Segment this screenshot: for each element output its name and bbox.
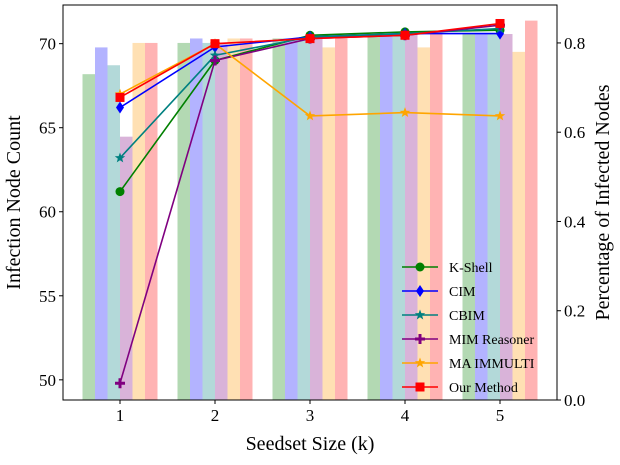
legend-label: Our Method (449, 381, 518, 396)
line-point (399, 107, 411, 118)
x-tick-label: 4 (401, 406, 410, 425)
line-point (400, 30, 410, 40)
left-y-tick-label: 70 (39, 35, 56, 54)
legend-item: CBIM (402, 309, 485, 324)
right-y-tick-label: 0.8 (564, 34, 585, 53)
legend-item: K-Shell (402, 261, 493, 276)
line-point (304, 110, 316, 121)
line-point (415, 382, 425, 392)
legend: K-Shell CIM CBIM MIM Reasoner MA IMMULTI Our … (402, 261, 535, 396)
line-point (495, 18, 505, 28)
bars-layer (82, 20, 538, 401)
bar (525, 20, 538, 401)
legend-label: MIM Reasoner (449, 333, 534, 348)
lines-layer (114, 18, 506, 389)
bar (500, 34, 513, 401)
legend-item: Our Method (402, 381, 518, 396)
bar (417, 47, 430, 401)
left-y-axis-label: Infection Node Count (3, 115, 25, 290)
bar (335, 38, 348, 400)
bar (392, 34, 405, 401)
bar (120, 136, 133, 400)
line-point (494, 110, 506, 121)
legend-label: MA IMMULTI (449, 357, 535, 372)
x-tick-label: 3 (306, 406, 315, 425)
bar (462, 34, 475, 401)
bar (215, 42, 228, 400)
bar (240, 38, 253, 400)
line-point (114, 152, 126, 163)
bar (190, 38, 203, 400)
line-point (305, 34, 315, 44)
bar (107, 65, 120, 400)
line-point (415, 262, 425, 272)
bar (145, 42, 158, 400)
bar (202, 42, 215, 400)
right-y-tick-label: 0.0 (564, 391, 585, 410)
bar (272, 38, 285, 400)
legend-label: CBIM (449, 309, 485, 324)
x-tick-label: 2 (211, 406, 220, 425)
right-y-tick-label: 0.2 (564, 302, 585, 321)
bar (405, 34, 418, 401)
bar (310, 38, 323, 400)
line-point (414, 357, 426, 368)
legend-label: K-Shell (449, 261, 493, 276)
line-point (209, 49, 221, 60)
right-y-tick-label: 0.6 (564, 123, 585, 142)
left-y-tick-label: 65 (39, 119, 56, 138)
left-y-tick-label: 50 (39, 371, 56, 390)
line-point (116, 101, 124, 114)
left-y-tick-label: 60 (39, 203, 56, 222)
bar (430, 34, 443, 401)
line-point (415, 334, 425, 344)
bar (487, 34, 500, 401)
line-point (414, 309, 426, 320)
line-point (115, 187, 125, 197)
bar (82, 74, 95, 401)
legend-item: CIM (402, 285, 476, 300)
right-y-axis-label: Percentage of Infected Nodes (592, 84, 614, 320)
bar (367, 34, 380, 401)
bar (297, 38, 310, 400)
bar (322, 47, 335, 401)
line-point (416, 285, 424, 297)
bar (512, 51, 525, 400)
line-point (115, 92, 125, 102)
bar (95, 47, 108, 401)
bar (475, 34, 488, 401)
bar (285, 38, 298, 400)
legend-label: CIM (449, 285, 476, 300)
bar (177, 42, 190, 400)
x-tick-label: 1 (116, 406, 125, 425)
line-point (210, 39, 220, 49)
x-axis-label: Seedset Size (k) (246, 433, 375, 455)
bar (380, 34, 393, 401)
bar (227, 38, 240, 400)
line-point (115, 378, 125, 389)
line-point (210, 55, 220, 66)
right-y-tick-label: 0.4 (564, 212, 586, 231)
legend-item: MA IMMULTI (402, 357, 535, 372)
left-y-tick-label: 55 (39, 287, 56, 306)
legend-item: MIM Reasoner (402, 333, 534, 348)
x-tick-label: 5 (496, 406, 505, 425)
